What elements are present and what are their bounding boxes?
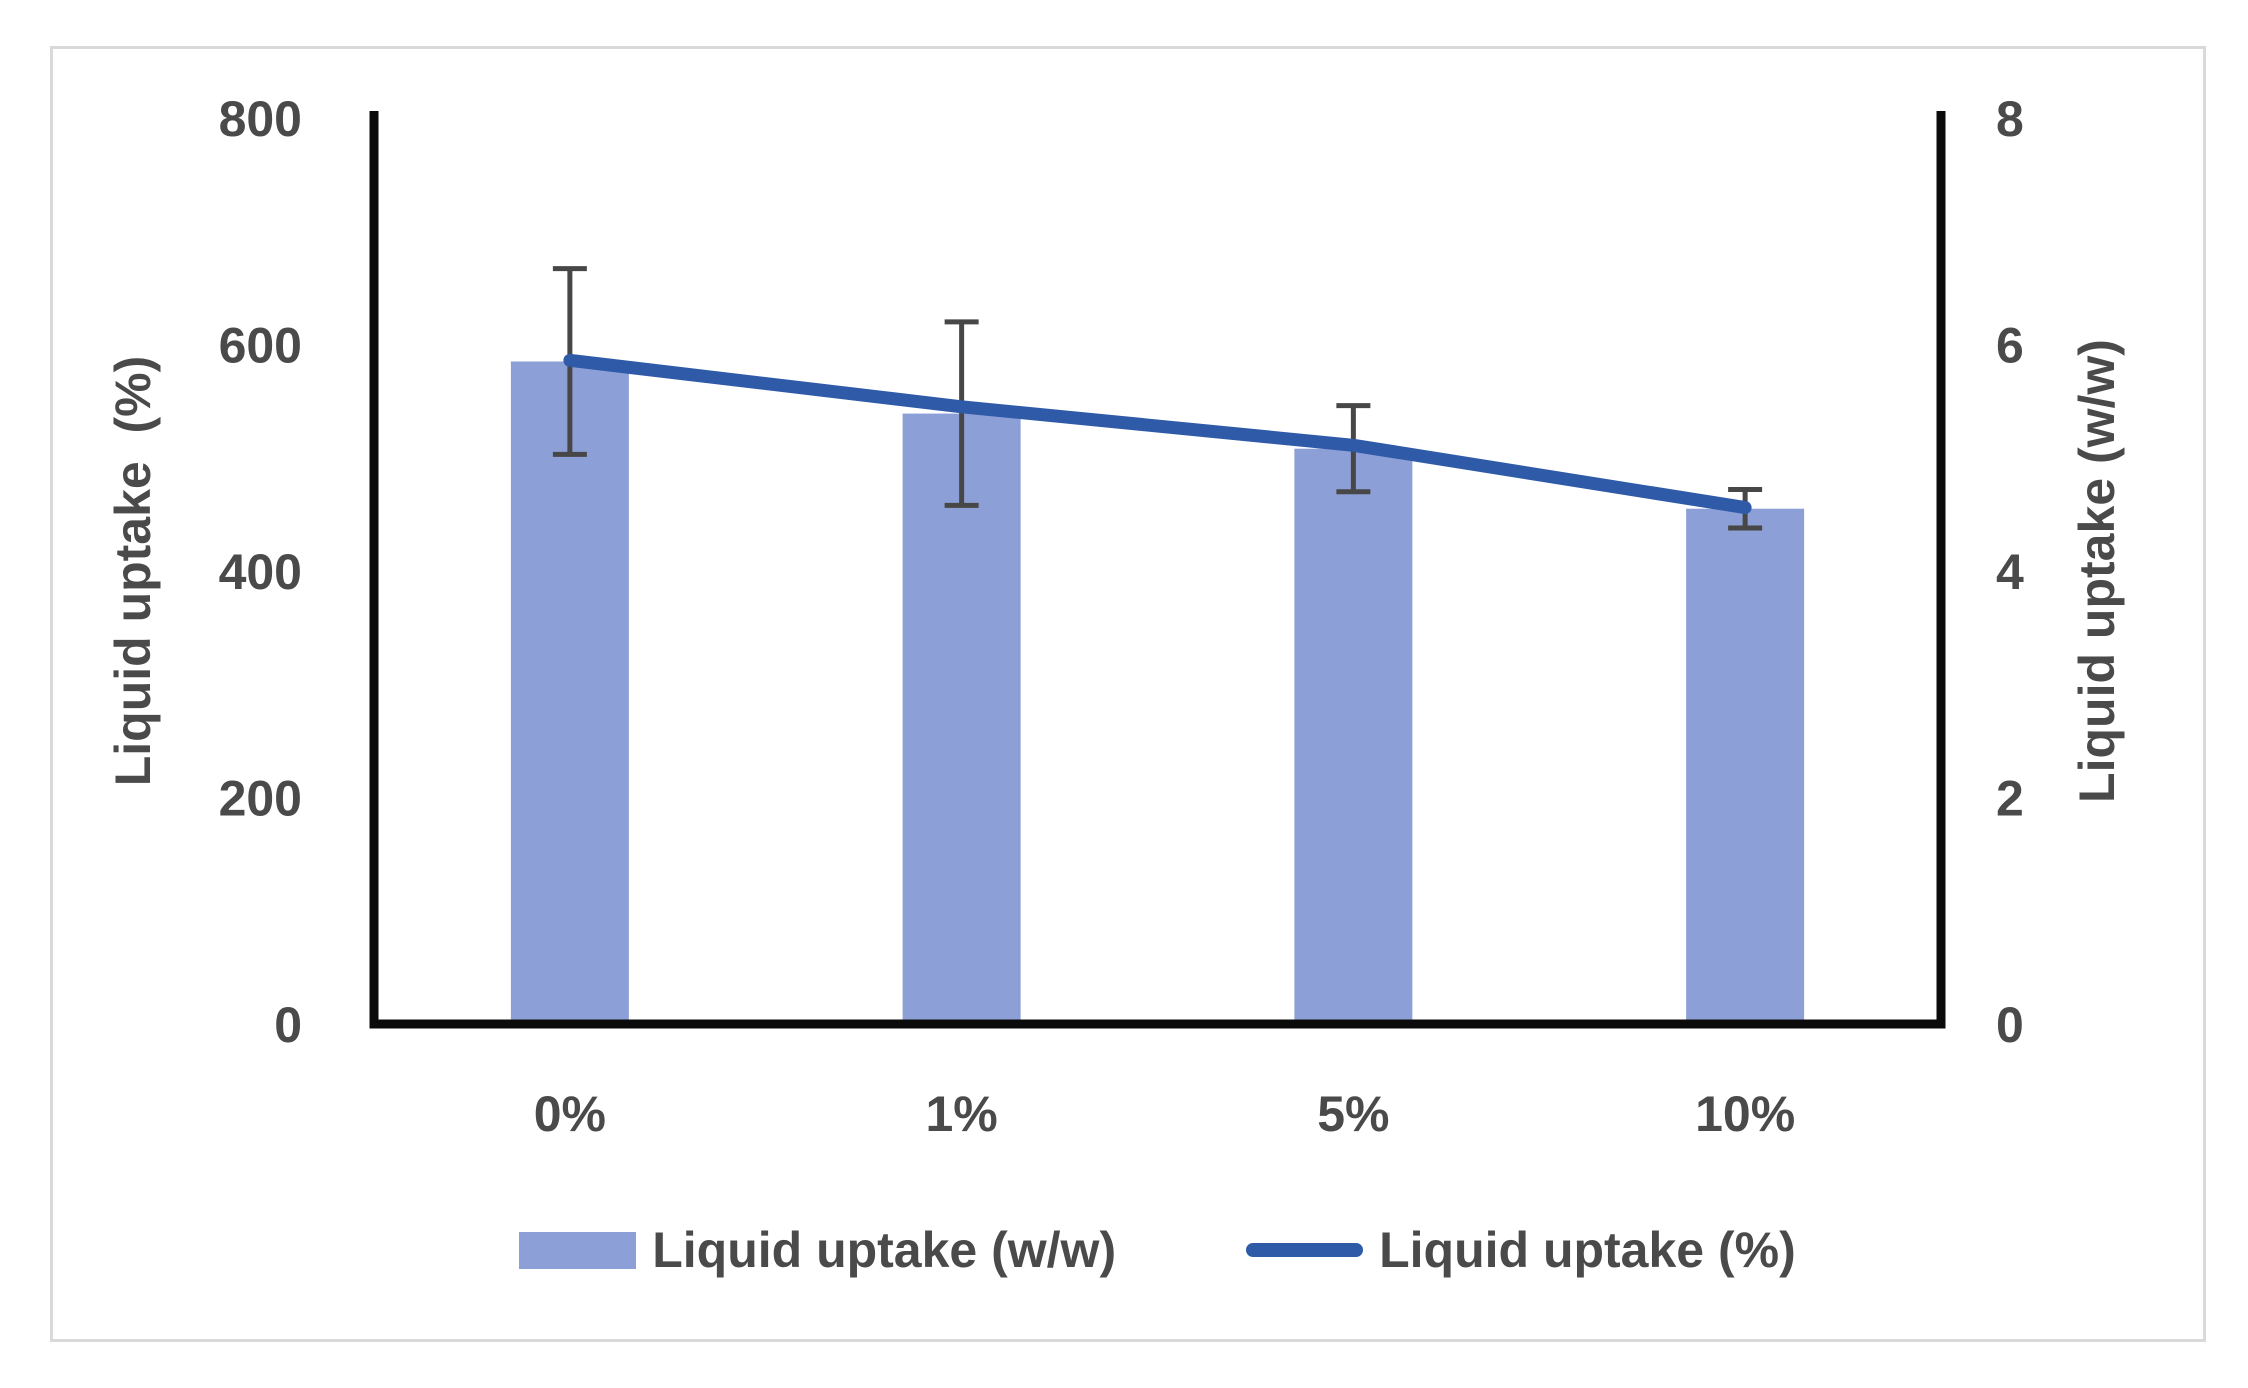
error-bar-1% xyxy=(944,319,979,508)
bar-1% xyxy=(902,413,1021,1026)
bars-layer xyxy=(510,361,1805,1026)
bar-series-legend-label: Liquid uptake (w/w) xyxy=(652,1222,1117,1278)
bar-5% xyxy=(1294,448,1413,1026)
left-axis-tick-label: 200 xyxy=(219,771,302,827)
tick-labels-layer: 0 200 400 600 800 0 2 4 6 8 0% 1% 5% 10% xyxy=(219,91,2024,1142)
category-label-10%: 10% xyxy=(1695,1086,1795,1142)
line-series xyxy=(563,353,1752,515)
bar-0% xyxy=(510,361,629,1026)
category-label-1%: 1% xyxy=(925,1086,997,1142)
right-axis-tick-label: 2 xyxy=(1996,771,2024,827)
line-layer xyxy=(563,353,1752,515)
line-series-swatch xyxy=(1246,1243,1364,1257)
left-axis-tick-label: 400 xyxy=(219,544,302,600)
left-axis-tick-label: 600 xyxy=(219,318,302,374)
legend: Liquid uptake (w/w) Liquid uptake (%) xyxy=(374,1210,1941,1290)
right-axis-tick-label: 0 xyxy=(1996,997,2024,1053)
right-axis-tick-label: 8 xyxy=(1996,91,2024,147)
right-axis-tick-label: 6 xyxy=(1996,318,2024,374)
category-label-5%: 5% xyxy=(1317,1086,1389,1142)
line-series-legend-label: Liquid uptake (%) xyxy=(1379,1222,1796,1278)
chart-frame xyxy=(50,46,2206,1342)
axes-layer xyxy=(369,111,1946,1029)
left-axis-tick-label: 800 xyxy=(219,91,302,147)
bar-10% xyxy=(1686,508,1805,1026)
left-axis-title: Liquid uptake (%) xyxy=(105,356,161,787)
legend-item-bar-series: Liquid uptake (w/w) xyxy=(519,1225,1116,1275)
error-bars-layer xyxy=(552,266,1763,531)
right-axis-title: Liquid uptake (w/w) xyxy=(2069,339,2125,803)
left-axis-tick-label: 0 xyxy=(274,997,302,1053)
bar-series-swatch xyxy=(519,1231,637,1269)
legend-item-line-series: Liquid uptake (%) xyxy=(1246,1225,1796,1275)
right-axis-tick-label: 4 xyxy=(1996,544,2024,600)
category-label-0%: 0% xyxy=(534,1086,606,1142)
